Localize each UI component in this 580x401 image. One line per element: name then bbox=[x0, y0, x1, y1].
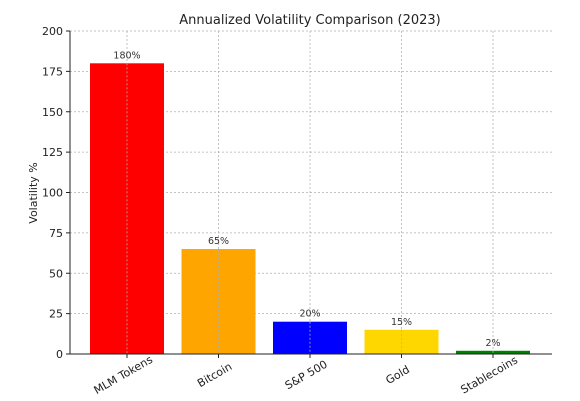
chart-title: Annualized Volatility Comparison (2023) bbox=[179, 13, 440, 28]
x-tick-label: Stablecoins bbox=[459, 353, 521, 396]
y-tick-label: 75 bbox=[49, 227, 63, 240]
x-tick-label: S&P 500 bbox=[283, 358, 330, 393]
data-label: 180% bbox=[113, 50, 140, 61]
x-tick-label: Gold bbox=[384, 363, 412, 387]
data-label: 2% bbox=[485, 338, 500, 349]
x-tick-labels: MLM Tokens Bitcoin S&P 500 Gold Stablecoins bbox=[92, 353, 521, 397]
data-label: 15% bbox=[391, 317, 412, 328]
y-tick-label: 175 bbox=[42, 65, 63, 78]
y-tick-label: 25 bbox=[49, 308, 63, 321]
bars bbox=[90, 63, 530, 355]
y-tick-label: 150 bbox=[42, 106, 63, 119]
y-tick-label: 125 bbox=[42, 146, 63, 159]
y-tick-labels: 0 25 50 75 100 125 150 175 200 bbox=[42, 25, 63, 361]
y-tick-label: 100 bbox=[42, 187, 63, 200]
data-labels: 180% 65% 20% 15% 2% bbox=[113, 50, 500, 348]
x-tick-label: MLM Tokens bbox=[92, 353, 156, 397]
y-tick-label: 0 bbox=[56, 348, 63, 361]
axes bbox=[66, 30, 552, 358]
x-tick-label: Bitcoin bbox=[195, 360, 234, 390]
data-label: 20% bbox=[299, 309, 320, 320]
y-axis-title: Volatility % bbox=[27, 162, 40, 223]
y-tick-label: 50 bbox=[49, 267, 63, 280]
data-label: 65% bbox=[208, 236, 229, 247]
y-tick-label: 200 bbox=[42, 25, 63, 38]
